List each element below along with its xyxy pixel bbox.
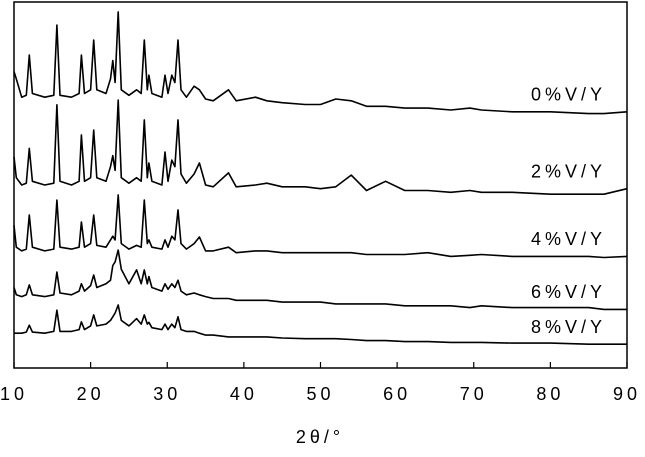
x-tick-label: 90 — [613, 384, 641, 404]
xrd-trace — [14, 304, 627, 345]
series-label: 6%V/Y — [531, 282, 606, 302]
x-axis-label: 2θ/° — [296, 427, 344, 447]
xrd-trace — [13, 99, 628, 195]
x-tick-label: 20 — [77, 384, 105, 404]
x-tick-label: 80 — [536, 384, 564, 404]
series-label: 8%V/Y — [531, 317, 606, 337]
series-label: 2%V/Y — [531, 161, 606, 181]
xrd-trace — [13, 11, 628, 115]
x-tick-label: 40 — [230, 384, 258, 404]
x-tick-label: 50 — [306, 384, 334, 404]
x-tick-label: 10 — [0, 384, 28, 404]
x-tick-label: 70 — [460, 384, 488, 404]
xrd-trace — [13, 249, 627, 311]
xrd-trace — [13, 194, 628, 259]
series-label: 0%V/Y — [531, 85, 606, 105]
plot-frame — [13, 1, 628, 369]
x-tick-label: 30 — [153, 384, 181, 404]
x-tick-label: 60 — [383, 384, 411, 404]
series-label: 4%V/Y — [531, 229, 606, 249]
